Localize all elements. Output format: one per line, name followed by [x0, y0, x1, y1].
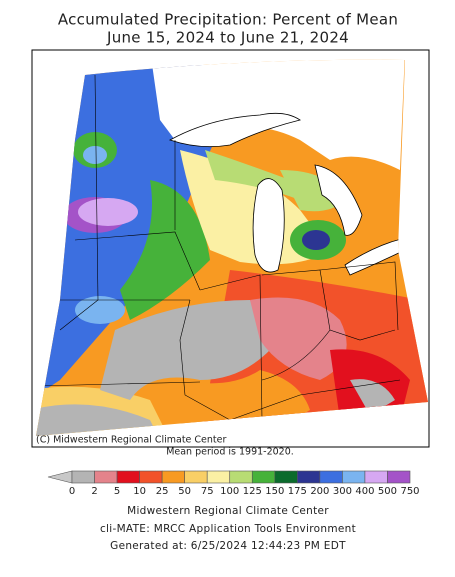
map-credit: (C) Midwestern Regional Climate Center — [36, 435, 226, 446]
legend-label: 300 — [333, 486, 352, 497]
legend-label: 0 — [69, 486, 75, 497]
legend-label: 150 — [265, 486, 284, 497]
color-legend: 0 2 5 10 25 50 75 100 125 150 175 200 300 400 500 750 — [47, 470, 420, 497]
legend-swatch — [364, 470, 388, 484]
legend-label: 50 — [178, 486, 191, 497]
legend-swatch — [319, 470, 343, 484]
legend-swatch — [229, 470, 253, 484]
below-arrow — [47, 470, 73, 484]
mean-period-note: Mean period is 1991-2020. — [166, 447, 294, 458]
legend-label: 10 — [133, 486, 146, 497]
legend-swatch — [161, 470, 185, 484]
legend-swatch — [184, 470, 208, 484]
legend-label: 2 — [91, 486, 97, 497]
legend-swatch — [274, 470, 298, 484]
legend-swatch — [251, 470, 276, 484]
legend-swatch — [342, 470, 366, 484]
legend-swatch — [139, 470, 163, 484]
footer-line: cli-MATE: MRCC Application Tools Environ… — [100, 523, 356, 535]
legend-label: 175 — [288, 486, 307, 497]
title: Accumulated Precipitation: Percent of Me… — [58, 11, 398, 29]
legend-label: 200 — [310, 486, 329, 497]
legend-swatch — [387, 470, 411, 484]
precip-map — [36, 59, 428, 436]
legend-swatch — [206, 470, 231, 484]
footer-line: Midwestern Regional Climate Center — [127, 505, 329, 517]
legend-label: 125 — [243, 486, 262, 497]
legend-label: 25 — [156, 486, 169, 497]
legend-swatch — [297, 470, 321, 484]
legend-label: 400 — [355, 486, 374, 497]
legend-swatch — [94, 470, 118, 484]
subtitle: June 15, 2024 to June 21, 2024 — [106, 29, 349, 47]
legend-swatch — [116, 470, 140, 484]
legend-swatch — [71, 470, 95, 484]
legend-label: 100 — [220, 486, 239, 497]
legend-label: 750 — [400, 486, 419, 497]
footer-line: Generated at: 6/25/2024 12:44:23 PM EDT — [110, 540, 346, 552]
legend-label: 500 — [378, 486, 397, 497]
legend-label: 75 — [201, 486, 214, 497]
legend-label: 5 — [114, 486, 120, 497]
